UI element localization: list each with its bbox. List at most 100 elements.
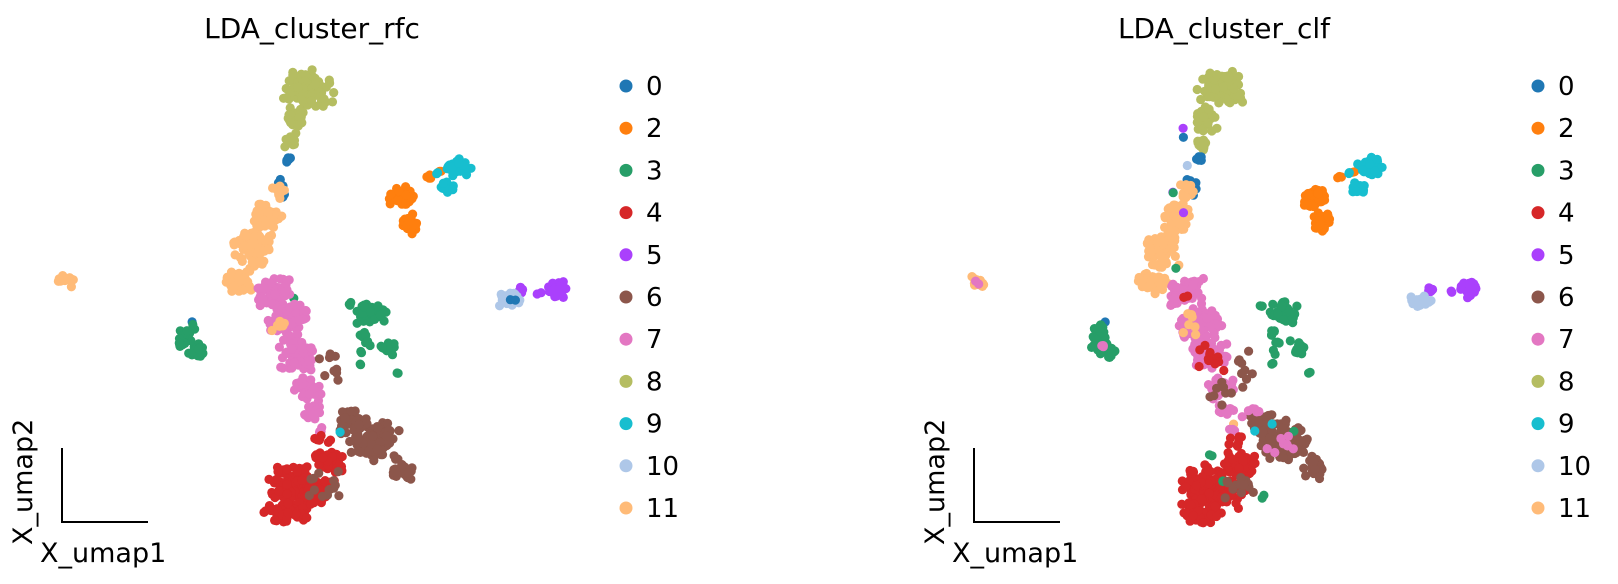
legend: 0 2 3 4 5 6 7 8 9 10 11 <box>1531 72 1591 524</box>
data-point-cluster-6 <box>1248 487 1258 497</box>
legend-swatch <box>619 374 633 388</box>
data-point-cluster-4 <box>1225 433 1236 443</box>
data-point-cluster-3 <box>356 348 367 358</box>
legend: 0 2 3 4 5 6 7 8 9 10 11 <box>619 72 679 524</box>
data-point-cluster-11 <box>1164 203 1175 213</box>
data-point-cluster-6 <box>366 439 376 449</box>
data-point-cluster-0 <box>1196 155 1206 165</box>
legend-swatch <box>619 501 633 515</box>
data-point-cluster-7 <box>294 315 304 325</box>
legend-swatch <box>619 248 633 262</box>
legend-swatch <box>1531 121 1545 135</box>
data-point-cluster-3 <box>1305 367 1315 377</box>
data-point-cluster-6 <box>333 467 343 477</box>
data-point-cluster-3 <box>377 343 387 353</box>
legend-item-2: 2 <box>619 114 663 144</box>
data-point-cluster-7 <box>304 389 314 399</box>
data-point-cluster-8 <box>1205 92 1215 102</box>
legend-label: 0 <box>646 72 663 102</box>
data-point-cluster-7 <box>971 276 981 286</box>
data-point-cluster-4 <box>1191 480 1201 491</box>
data-point-cluster-8 <box>286 118 296 128</box>
umap-plot-clf: LDA_cluster_clf X_umap1 X_umap2 0 2 3 4 5 6 7 8… <box>920 12 1591 569</box>
legend-item-4: 4 <box>619 199 663 229</box>
data-point-cluster-4 <box>1223 448 1233 458</box>
data-point-cluster-11 <box>235 275 246 285</box>
data-point-cluster-9 <box>1344 168 1354 179</box>
legend-item-3: 3 <box>619 156 663 186</box>
data-point-cluster-7 <box>297 343 307 353</box>
data-point-cluster-8 <box>1212 70 1222 80</box>
data-point-cluster-2 <box>1302 200 1312 210</box>
data-point-cluster-9 <box>335 427 345 437</box>
data-point-cluster-4 <box>320 476 330 486</box>
data-point-cluster-8 <box>293 82 303 93</box>
data-point-cluster-6 <box>317 491 327 501</box>
data-point-cluster-5 <box>1426 286 1437 296</box>
data-point-cluster-9 <box>1352 186 1362 197</box>
data-point-cluster-6 <box>354 419 364 430</box>
legend-swatch <box>619 121 633 135</box>
data-point-cluster-2 <box>1323 211 1333 221</box>
data-point-cluster-7 <box>1276 433 1286 444</box>
legend-item-10: 10 <box>1531 452 1591 482</box>
data-point-cluster-4 <box>273 467 283 477</box>
panel-title: LDA_cluster_rfc <box>204 12 420 45</box>
data-point-cluster-4 <box>1181 508 1191 518</box>
data-point-cluster-5 <box>1178 123 1188 133</box>
data-point-cluster-11 <box>1161 259 1171 269</box>
data-point-cluster-6 <box>314 354 324 364</box>
legend-label: 8 <box>646 367 663 397</box>
scatter-points <box>53 65 571 527</box>
data-point-cluster-11 <box>264 245 274 255</box>
data-point-cluster-3 <box>1267 359 1277 369</box>
data-point-cluster-3 <box>1270 349 1280 359</box>
data-point-cluster-11 <box>1150 260 1160 270</box>
data-point-cluster-6 <box>340 413 350 423</box>
data-point-cluster-3 <box>1090 342 1100 352</box>
data-point-cluster-3 <box>1204 450 1215 460</box>
legend-item-7: 7 <box>619 325 663 355</box>
legend-item-8: 8 <box>1531 367 1575 397</box>
legend-label: 4 <box>1558 199 1575 229</box>
legend-label: 11 <box>646 494 679 524</box>
data-point-cluster-4 <box>314 460 324 470</box>
legend-item-5: 5 <box>619 241 663 271</box>
data-point-cluster-8 <box>1198 74 1208 84</box>
legend-label: 7 <box>646 325 663 355</box>
y-axis-label: X_umap2 <box>920 419 951 545</box>
data-point-cluster-4 <box>283 508 293 518</box>
data-point-cluster-6 <box>1281 415 1291 425</box>
data-point-cluster-11 <box>1150 289 1160 299</box>
data-point-cluster-11 <box>249 232 259 242</box>
data-point-cluster-3 <box>1290 309 1300 319</box>
data-point-cluster-5 <box>1446 286 1456 296</box>
data-point-cluster-7 <box>258 294 268 304</box>
data-point-cluster-4 <box>1210 501 1220 511</box>
data-point-cluster-7 <box>1282 441 1293 451</box>
data-point-cluster-8 <box>310 80 320 90</box>
data-point-cluster-7 <box>304 356 314 366</box>
data-point-cluster-4 <box>1179 292 1189 302</box>
legend-label: 6 <box>1558 283 1575 313</box>
data-point-cluster-3 <box>1276 301 1287 311</box>
data-point-cluster-6 <box>333 375 343 385</box>
data-point-cluster-2 <box>1313 188 1323 199</box>
data-point-cluster-7 <box>1228 424 1238 434</box>
data-point-cluster-4 <box>1219 365 1229 376</box>
data-point-cluster-8 <box>318 101 328 111</box>
data-point-cluster-9 <box>1357 165 1368 175</box>
data-point-cluster-11 <box>1191 330 1201 340</box>
data-point-cluster-11 <box>1178 328 1188 338</box>
data-point-cluster-11 <box>241 231 251 241</box>
legend-item-9: 9 <box>1531 410 1575 440</box>
legend-swatch <box>619 332 633 346</box>
data-point-cluster-4 <box>282 464 292 474</box>
data-point-cluster-4 <box>1198 518 1208 528</box>
data-point-cluster-8 <box>327 97 338 107</box>
data-point-cluster-8 <box>1220 71 1230 82</box>
legend-item-5: 5 <box>1531 241 1575 271</box>
data-point-cluster-6 <box>330 480 340 490</box>
data-point-cluster-3 <box>1269 327 1279 337</box>
data-point-cluster-3 <box>365 340 375 351</box>
